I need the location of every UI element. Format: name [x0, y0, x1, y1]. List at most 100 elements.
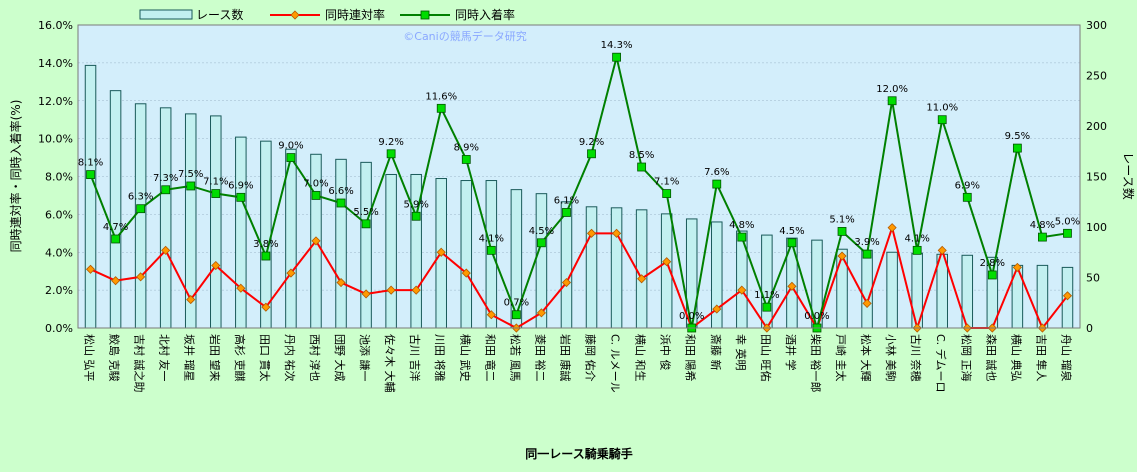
data-label-nyuchaku: 6.1% — [554, 195, 579, 206]
marker-renritsu — [612, 228, 622, 238]
marker-nyuchaku — [737, 232, 747, 242]
marker-nyuchaku — [712, 179, 722, 189]
legend-label-nyuchaku: 同時入着率 — [455, 7, 515, 22]
line-nyuchaku — [89, 56, 1068, 332]
data-label-nyuchaku: 8.9% — [454, 142, 479, 153]
x-tick-label: 舟山 瑠泉 — [1059, 334, 1073, 382]
marker-nyuchaku — [486, 245, 496, 255]
marker-renritsu — [386, 285, 396, 295]
data-label-nyuchaku: 2.8% — [980, 258, 1005, 269]
y-tick-label-left: 4.0% — [45, 246, 73, 259]
marker-nyuchaku — [461, 155, 471, 164]
marker-nyuchaku — [136, 204, 146, 214]
x-tick-label: C. デムーロ — [934, 334, 948, 392]
x-tick-label: 池添 謙一 — [358, 334, 372, 382]
bar-races — [635, 209, 648, 329]
x-tick-label: 和田 陽希 — [684, 334, 698, 382]
x-tick-label: 松若 風馬 — [508, 334, 522, 382]
bar-races — [260, 140, 272, 329]
legend-label-renritsu: 同時連対率 — [325, 7, 385, 22]
data-label-nyuchaku: 5.5% — [353, 207, 378, 218]
x-tick-label: 斎藤 新 — [709, 334, 723, 371]
x-tick-label: 坂井 瑠星 — [183, 334, 197, 382]
marker-nyuchaku — [887, 96, 897, 106]
axis-layer: 0.0% 2.0% 4.0% 6.0% 8.0% 10.0% 12.0% 14.0% 16.0%… — [38, 19, 1107, 393]
marker-renritsu — [637, 274, 647, 284]
marker-renritsu — [887, 223, 897, 233]
bar-races — [936, 253, 948, 329]
marker-renritsu — [561, 277, 572, 288]
marker-nyuchaku — [762, 302, 772, 312]
data-label-nyuchaku: 4.1% — [479, 233, 504, 244]
marker-renritsu — [461, 268, 471, 278]
x-tick-label: 横山 和生 — [634, 334, 648, 382]
plot-border — [77, 24, 1081, 329]
y-tick-label-left: 8.0% — [45, 171, 73, 184]
marker-renritsu — [586, 228, 597, 238]
data-label-nyuchaku: 5.9% — [403, 199, 428, 210]
marker-nyuchaku — [1038, 232, 1047, 242]
marker-renritsu — [937, 245, 947, 255]
data-label-nyuchaku: 12.0% — [876, 84, 908, 95]
data-label-nyuchaku: 9.2% — [378, 137, 403, 148]
marker-nyuchaku — [111, 234, 120, 244]
marker-renritsu — [787, 281, 797, 291]
marker-nyuchaku — [587, 149, 596, 159]
y-axis-title-left: 同時連対率・同時入着率(%) — [8, 100, 23, 253]
bar-races — [585, 206, 598, 329]
x-axis-title: 同一レース騎乗騎手 — [525, 446, 632, 461]
x-tick-label: 松本 大輝 — [859, 334, 873, 382]
marker-renritsu — [286, 268, 296, 278]
bar-races — [560, 201, 573, 329]
marker-nyuchaku — [311, 191, 321, 200]
x-tick-label: 森田 誠也 — [984, 334, 998, 382]
data-label-nyuchaku: 0.0% — [679, 311, 704, 322]
marker-nyuchaku — [1012, 143, 1022, 153]
x-tick-label: 和田 竜二 — [483, 334, 497, 382]
bar-races — [159, 107, 172, 329]
line-renritsu — [90, 224, 1069, 332]
marker-nyuchaku — [386, 149, 396, 159]
data-label-nyuchaku: 9.5% — [1005, 131, 1030, 142]
x-tick-label: 田口 貫太 — [258, 334, 271, 382]
marker-nyuchaku — [862, 249, 872, 259]
data-label-nyuchaku: 0.7% — [504, 298, 529, 309]
bar-races — [335, 158, 347, 329]
x-tick-label: 団野 大成 — [333, 334, 347, 382]
watermark-text: ©Caniの競馬データ研究 — [403, 29, 526, 43]
x-tick-label: 高杉 吏麒 — [233, 334, 247, 382]
marker-renritsu — [111, 276, 121, 286]
data-label-nyuchaku: 1.1% — [754, 290, 779, 301]
marker-nyuchaku — [837, 227, 847, 236]
data-label-nyuchaku: 9.2% — [579, 137, 604, 148]
marker-nyuchaku — [612, 52, 621, 62]
data-label-nyuchaku: 5.1% — [829, 214, 854, 225]
marker-renritsu — [261, 302, 271, 312]
bar-races — [210, 115, 222, 329]
x-tick-label: 松山 弘平 — [83, 334, 97, 382]
x-tick-label: 西村 淳也 — [308, 334, 322, 382]
data-label-nyuchaku: 7.5% — [178, 169, 203, 180]
marker-renritsu — [862, 298, 872, 308]
marker-renritsu — [837, 251, 847, 261]
data-label-nyuchaku: 8.1% — [78, 158, 103, 169]
marker-nyuchaku — [937, 115, 947, 125]
data-label-nyuchaku: 7.0% — [303, 178, 328, 189]
data-label-nyuchaku: 6.3% — [128, 192, 153, 203]
x-tick-label: 幸 英明 — [734, 334, 748, 371]
marker-renritsu — [712, 304, 722, 314]
x-tick-label: 岩田 望来 — [208, 334, 222, 382]
marker-nyuchaku — [186, 181, 196, 191]
x-tick-label: 松岡 正海 — [959, 334, 973, 382]
marker-nyuchaku — [537, 238, 546, 248]
marker-nyuchaku — [236, 192, 246, 202]
legend-label-races: レース数 — [196, 7, 243, 22]
y-tick-label-left: 12.0% — [38, 95, 73, 108]
data-label-nyuchaku: 14.3% — [601, 40, 633, 51]
data-label-nyuchaku: 6.9% — [228, 180, 253, 191]
marker-renritsu — [1062, 291, 1073, 301]
legend-marker-renritsu — [290, 10, 300, 20]
marker-renritsu — [211, 260, 221, 271]
bar-races — [134, 103, 147, 329]
marker-renritsu — [536, 308, 546, 318]
